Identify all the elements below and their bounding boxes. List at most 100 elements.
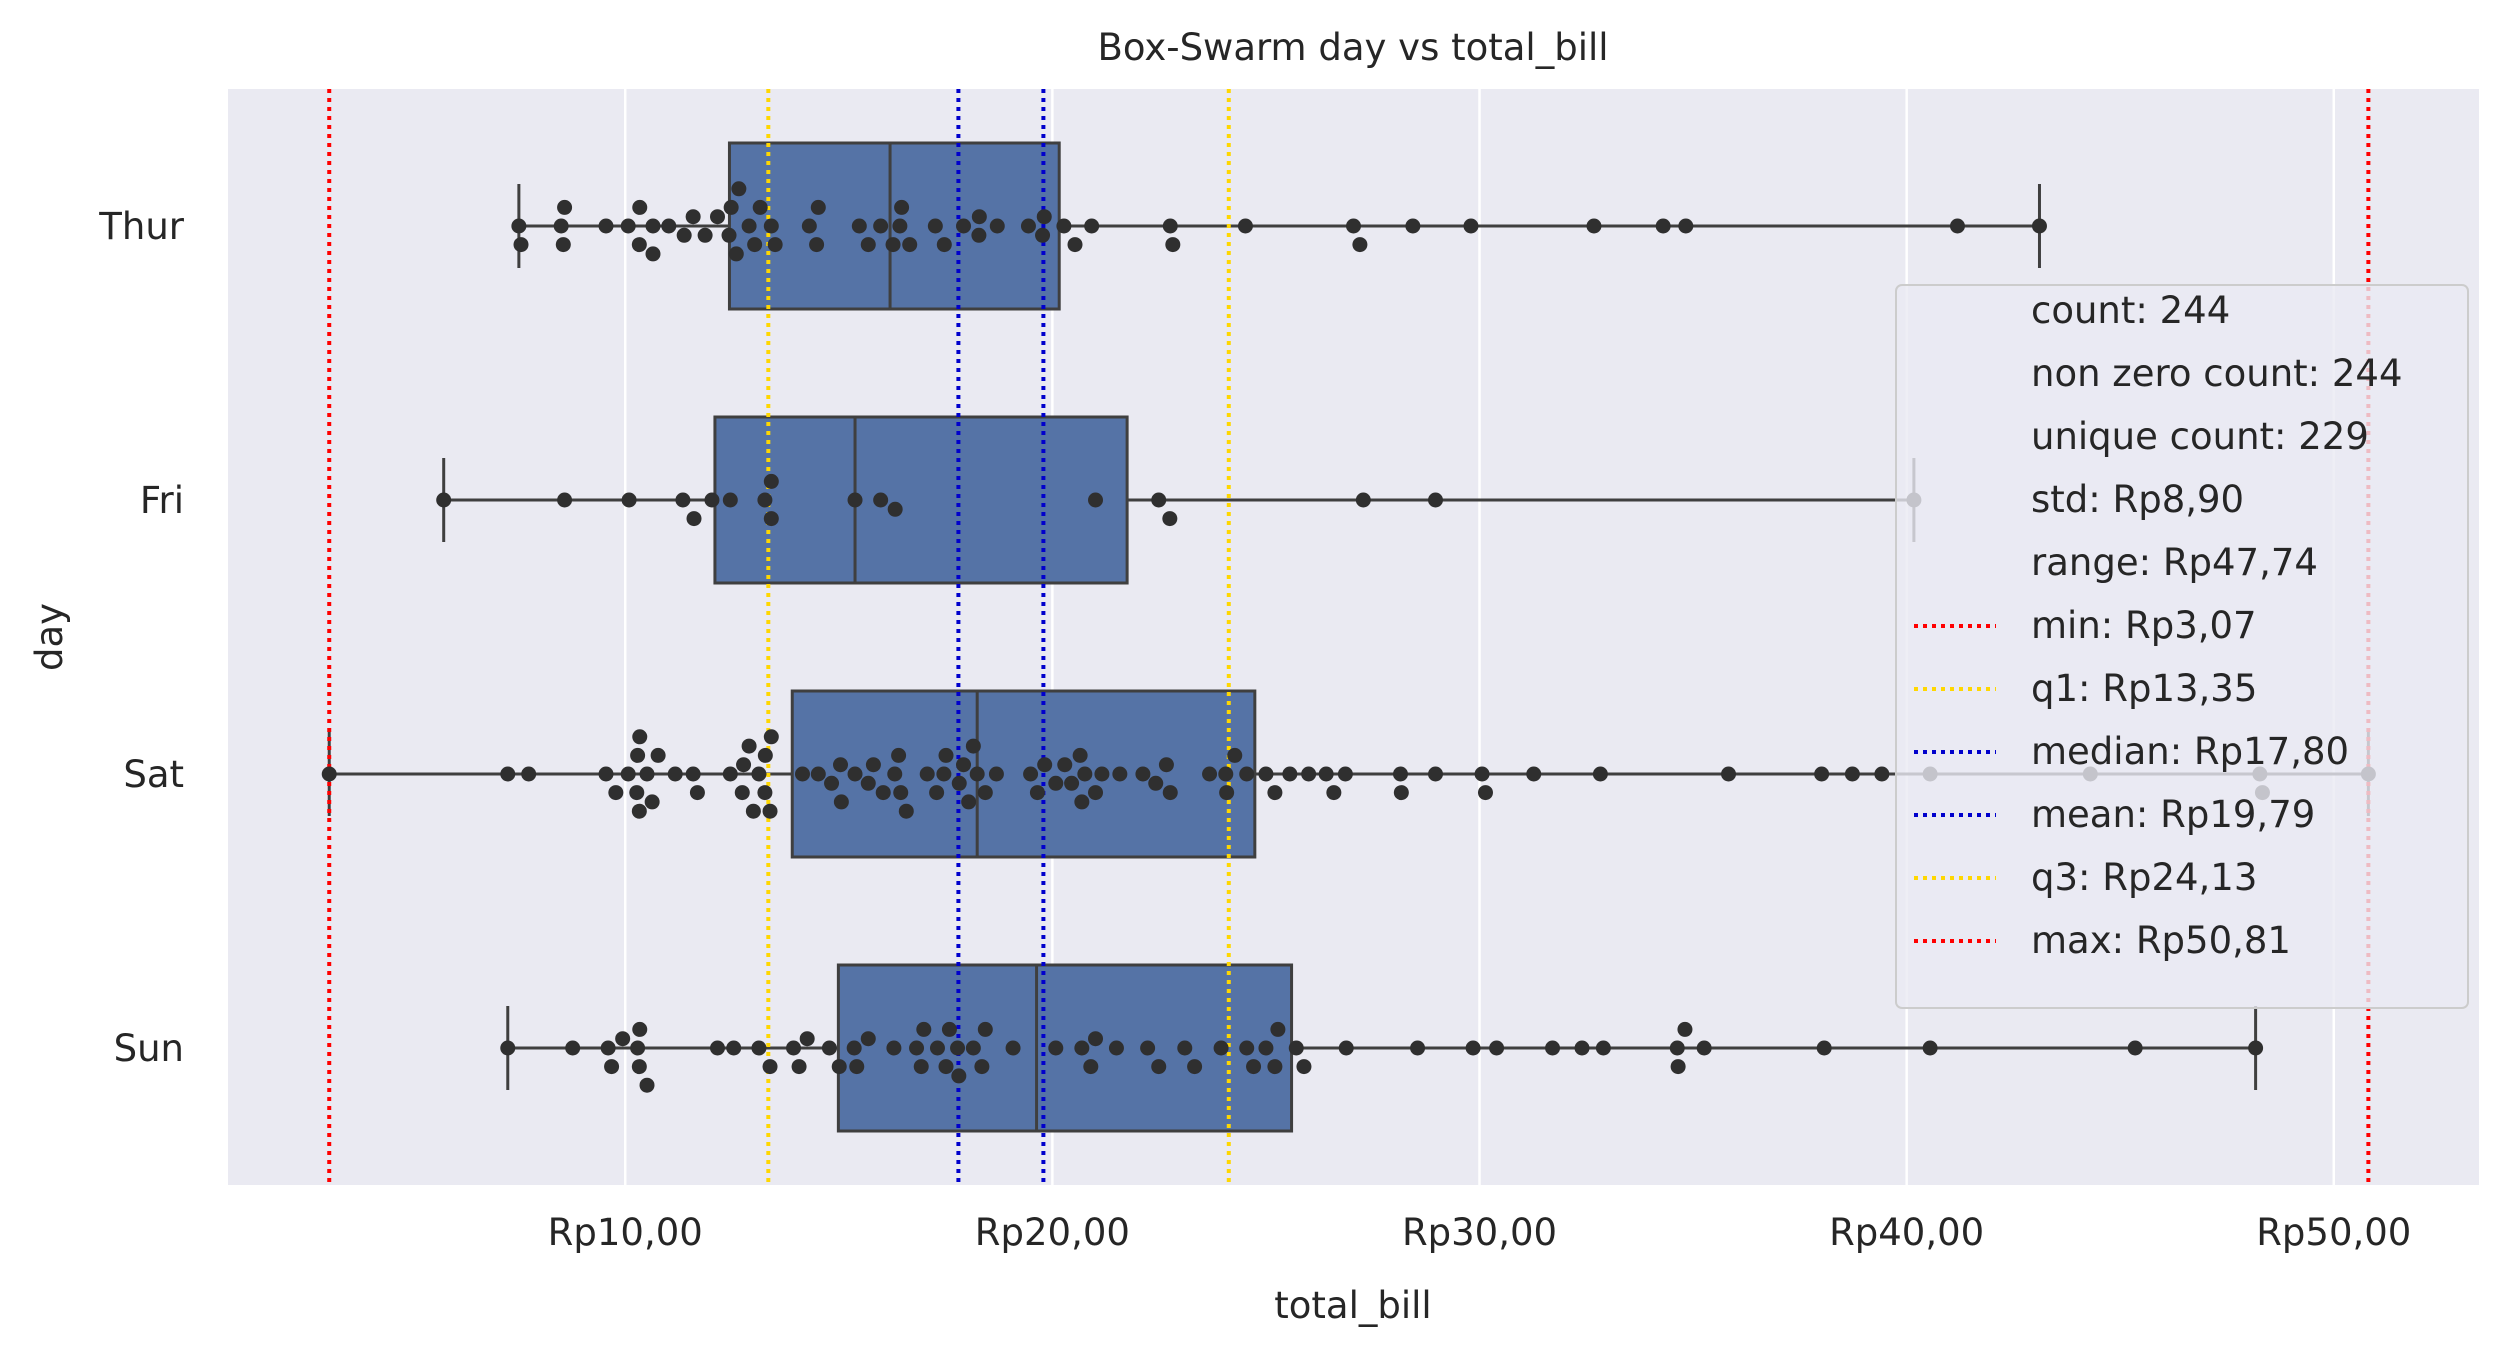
swarm-point: [685, 209, 701, 225]
swarm-point: [1108, 1040, 1124, 1056]
swarm-point: [1465, 1040, 1481, 1056]
swarm-point: [723, 199, 739, 215]
swarm-point: [873, 492, 889, 508]
swarm-point: [936, 766, 952, 782]
swarm-point: [791, 1059, 807, 1075]
swarm-point: [722, 492, 738, 508]
swarm-point: [685, 766, 701, 782]
x-tick-label: Rp40,00: [1829, 1211, 1984, 1254]
swarm-point: [1352, 237, 1368, 253]
swarm-point: [1151, 1059, 1167, 1075]
swarm-point: [1057, 757, 1073, 773]
swarm-point: [1428, 766, 1444, 782]
swarm-point: [736, 757, 752, 773]
swarm-point: [821, 1040, 837, 1056]
swarm-point: [767, 237, 783, 253]
swarm-point: [745, 803, 761, 819]
swarm-point: [847, 766, 863, 782]
swarm-point: [1526, 766, 1542, 782]
swarm-point: [598, 766, 614, 782]
swarm-point: [632, 729, 648, 745]
swarm-point: [1023, 766, 1039, 782]
swarm-point: [644, 794, 660, 810]
swarm-point: [1074, 1040, 1090, 1056]
legend-entry-max: max: Rp50,81: [2031, 919, 2291, 962]
swarm-point: [728, 246, 744, 262]
swarm-point: [824, 775, 840, 791]
legend-stat: unique count: 229: [2031, 415, 2369, 458]
swarm-point: [639, 766, 655, 782]
swarm-point: [887, 501, 903, 517]
swarm-point: [977, 785, 993, 801]
swarm-point: [833, 794, 849, 810]
swarm-point: [893, 785, 909, 801]
swarm-point: [1202, 766, 1218, 782]
swarm-point: [709, 1040, 725, 1056]
swarm-point: [875, 785, 891, 801]
legend-stat: non zero count: 244: [2031, 352, 2403, 395]
swarm-point: [950, 1040, 966, 1056]
swarm-point: [1020, 218, 1036, 234]
y-tick-label: Sat: [123, 753, 184, 796]
swarm-point: [891, 747, 907, 763]
swarm-point: [1669, 1040, 1685, 1056]
swarm-point: [553, 218, 569, 234]
swarm-point: [956, 757, 972, 773]
swarm-point: [1056, 218, 1072, 234]
swarm-point: [1874, 766, 1890, 782]
swarm-point: [965, 1040, 981, 1056]
swarm-point: [608, 785, 624, 801]
swarm-point: [1158, 757, 1174, 773]
legend-entry-q3: q3: Rp24,13: [2031, 856, 2257, 899]
iqr-box: [713, 415, 1129, 585]
swarm-point: [645, 218, 661, 234]
swarm-point: [1282, 766, 1298, 782]
swarm-point: [1036, 209, 1052, 225]
swarm-point: [794, 766, 810, 782]
swarm-point: [697, 227, 713, 243]
swarm-point: [741, 218, 757, 234]
swarm-point: [1574, 1040, 1590, 1056]
swarm-point: [1072, 747, 1088, 763]
swarm-point: [1067, 237, 1083, 253]
x-tick-label: Rp20,00: [975, 1211, 1130, 1254]
swarm-point: [521, 766, 537, 782]
swarm-point: [1005, 1040, 1021, 1056]
swarm-point: [763, 511, 779, 527]
swarm-point: [1474, 766, 1490, 782]
swarm-point: [1545, 1040, 1561, 1056]
swarm-point: [1270, 1021, 1286, 1037]
swarm-point: [1489, 1040, 1505, 1056]
swarm-point: [686, 511, 702, 527]
swarm-point: [763, 218, 779, 234]
swarm-point: [1162, 785, 1178, 801]
chart-title: Box-Swarm day vs total_bill: [1097, 26, 1608, 69]
swarm-point: [731, 181, 747, 197]
y-tick-label: Sun: [114, 1027, 184, 1070]
swarm-point: [913, 1059, 929, 1075]
swarm-point: [704, 492, 720, 508]
swarm-point: [1816, 1040, 1832, 1056]
swarm-point: [1187, 1059, 1203, 1075]
swarm-point: [809, 237, 825, 253]
swarm-point: [1135, 766, 1151, 782]
swarm-point: [751, 766, 767, 782]
swarm-point: [629, 785, 645, 801]
axes: Rp10,00 Rp20,00 Rp30,00 Rp40,00 Rp50,00 Thur F…: [98, 205, 2411, 1254]
swarm-point: [1296, 1059, 1312, 1075]
swarm-point: [1048, 775, 1064, 791]
swarm-point: [1237, 218, 1253, 234]
swarm-point: [1074, 794, 1090, 810]
swarm-point: [1151, 492, 1167, 508]
swarm-point: [709, 209, 725, 225]
swarm-point: [989, 218, 1005, 234]
swarm-point: [621, 492, 637, 508]
legend-entry-mean: mean: Rp19,79: [2031, 793, 2315, 836]
swarm-point: [598, 218, 614, 234]
swarm-point: [675, 492, 691, 508]
swarm-point: [938, 747, 954, 763]
swarm-point: [860, 775, 876, 791]
swarm-point: [1246, 1059, 1262, 1075]
swarm-point: [786, 1040, 802, 1056]
swarm-point: [741, 738, 757, 754]
